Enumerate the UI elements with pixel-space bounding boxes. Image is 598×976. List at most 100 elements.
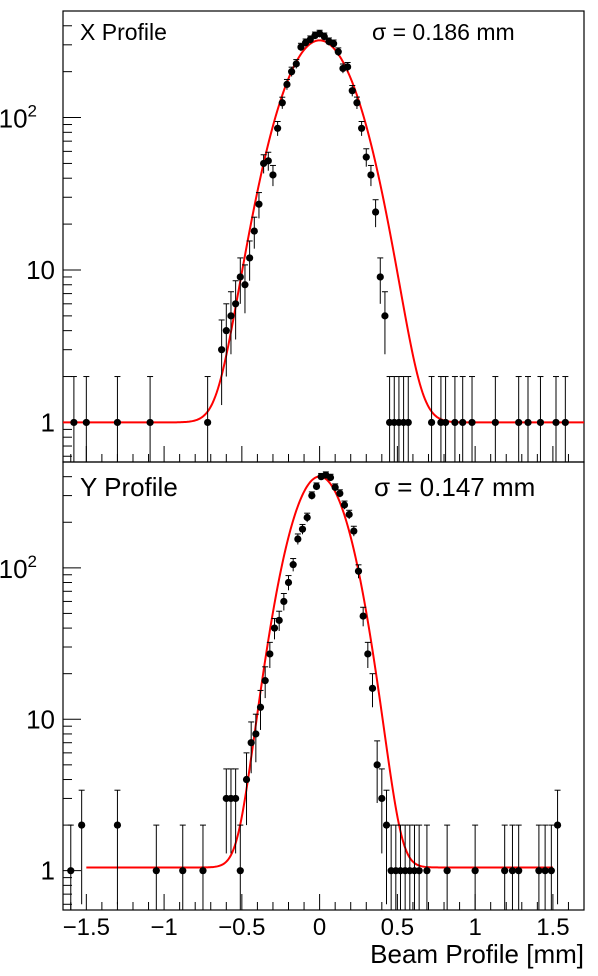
data-marker <box>250 227 258 235</box>
y-tick-label: 1 <box>41 407 55 437</box>
panel-title: X Profile <box>80 19 167 45</box>
data-marker <box>541 867 549 875</box>
y-tick-label: 10 <box>26 255 55 285</box>
data-point <box>152 824 160 910</box>
data-marker <box>381 312 389 320</box>
data-marker <box>459 418 467 427</box>
data-point <box>330 39 338 48</box>
data-marker <box>204 418 212 427</box>
data-point <box>373 740 381 803</box>
data-marker <box>358 124 366 132</box>
data-point <box>376 257 384 304</box>
data-point <box>359 606 367 627</box>
data-point <box>242 752 251 826</box>
data-marker <box>382 821 391 829</box>
data-marker <box>354 567 363 575</box>
data-point <box>350 525 358 537</box>
data-point <box>345 509 353 520</box>
gaussian-fit-curve <box>63 39 584 424</box>
x-tick-label: 1.5 <box>536 914 569 941</box>
data-point <box>78 789 86 905</box>
data-point <box>289 558 297 572</box>
data-point <box>312 482 321 491</box>
data-point <box>524 376 532 462</box>
plot-frame <box>62 10 585 463</box>
data-point <box>443 824 451 910</box>
data-point <box>515 824 523 910</box>
sigma-annotation: σ = 0.186 mm <box>372 19 515 45</box>
panel-title: Y Profile <box>80 472 178 502</box>
x-axis-label: Beam Profile [mm] <box>370 939 584 969</box>
data-point <box>358 121 366 136</box>
data-point <box>368 673 377 708</box>
data-point <box>232 280 240 340</box>
data-point <box>334 47 342 56</box>
y-tick-label: 1 <box>41 856 55 886</box>
data-marker <box>247 739 255 747</box>
data-marker <box>471 867 479 875</box>
data-marker <box>236 867 244 875</box>
data-marker <box>491 418 499 427</box>
data-point <box>283 78 291 90</box>
data-point <box>451 376 459 462</box>
data-marker <box>67 867 75 875</box>
data-point <box>340 500 349 510</box>
data-point <box>250 216 258 249</box>
data-marker <box>344 63 352 71</box>
data-marker <box>241 281 249 289</box>
data-marker <box>508 867 517 875</box>
data-point <box>227 768 235 854</box>
data-point <box>280 592 288 611</box>
data-marker <box>146 418 154 427</box>
data-marker <box>535 867 543 875</box>
data-marker <box>326 473 335 482</box>
data-marker <box>152 867 160 875</box>
data-point <box>67 824 75 910</box>
data-marker <box>199 867 207 875</box>
data-point <box>344 61 352 72</box>
data-marker <box>501 867 509 875</box>
data-point <box>501 824 509 910</box>
data-point <box>399 376 408 462</box>
data-marker <box>376 273 384 281</box>
data-marker <box>415 867 423 875</box>
data-point <box>372 199 380 228</box>
data-marker <box>252 730 260 738</box>
data-marker <box>218 346 226 354</box>
data-point <box>261 666 269 699</box>
data-marker <box>364 650 372 658</box>
data-point <box>232 768 240 854</box>
data-marker <box>553 821 562 829</box>
data-point <box>410 824 419 910</box>
data-marker <box>232 794 240 803</box>
data-marker <box>547 867 555 875</box>
data-marker <box>303 513 311 522</box>
data-marker <box>222 327 230 335</box>
data-point <box>547 824 555 910</box>
x-tick-label: 0 <box>313 914 326 941</box>
data-point <box>269 164 277 187</box>
data-point <box>179 824 187 910</box>
data-point <box>378 768 386 854</box>
data-marker <box>232 300 240 308</box>
data-marker <box>70 418 78 427</box>
data-marker <box>331 483 339 491</box>
data-marker <box>264 157 272 165</box>
data-point <box>471 824 479 910</box>
data-point <box>348 85 356 97</box>
data-point <box>381 291 389 355</box>
data-marker <box>113 418 122 427</box>
data-marker <box>274 124 282 132</box>
data-point <box>275 610 283 631</box>
data-point <box>246 240 254 281</box>
data-point <box>256 689 265 730</box>
data-marker <box>427 418 436 427</box>
plot-frame <box>62 461 585 911</box>
data-point <box>468 376 476 462</box>
data-marker <box>378 794 386 803</box>
data-marker <box>275 616 283 624</box>
data-marker <box>288 68 296 76</box>
data-marker <box>283 80 291 88</box>
data-point <box>427 376 436 462</box>
data-marker <box>278 99 286 107</box>
